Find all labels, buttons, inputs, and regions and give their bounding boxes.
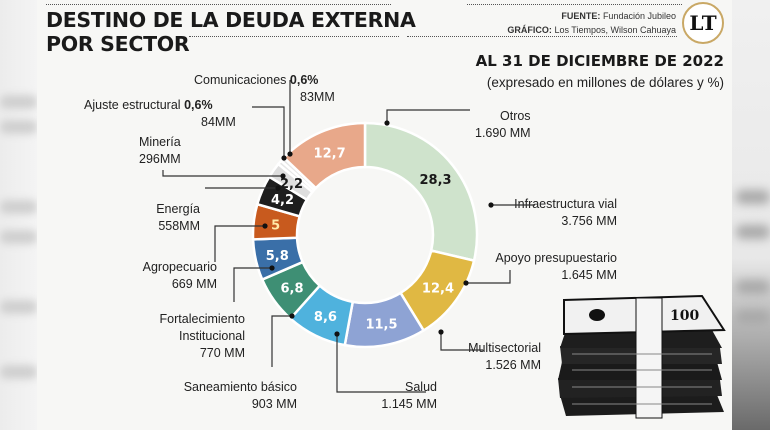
label-name: Apoyo presupuestario bbox=[495, 251, 617, 265]
leader-dot bbox=[262, 223, 268, 229]
background-blur-right bbox=[732, 0, 770, 430]
source-label: FUENTE: bbox=[561, 11, 601, 21]
slice-percent-label: 2,2 bbox=[280, 177, 303, 192]
label-name: Infraestructura vial bbox=[514, 197, 617, 211]
leader-dot bbox=[269, 265, 275, 271]
title-line-1: DESTINO DE LA DEUDA EXTERNA bbox=[46, 8, 416, 32]
label-value: 296MM bbox=[139, 152, 181, 166]
slice-percent-label: 5 bbox=[271, 218, 280, 233]
label-name: Otros bbox=[500, 109, 531, 123]
label-value: 669 MM bbox=[171, 277, 217, 291]
slice-percent-label: 5,8 bbox=[266, 249, 289, 264]
label-name: Minería bbox=[139, 135, 181, 149]
title-mid-rule bbox=[189, 36, 399, 37]
label-value: 770 MM bbox=[199, 346, 245, 360]
label-ajuste: Ajuste estructural 0,6% bbox=[84, 97, 213, 114]
label-name: Ajuste estructural bbox=[84, 98, 181, 112]
leader-dot bbox=[384, 120, 390, 126]
label-name-2: Institucional bbox=[178, 329, 245, 343]
leader-dot bbox=[280, 173, 286, 179]
label-value: 903 MM bbox=[251, 397, 297, 411]
source-top-rule bbox=[467, 4, 682, 5]
donut-slice-infraestructura-vial bbox=[363, 121, 479, 263]
leader-line bbox=[252, 106, 285, 158]
title-line-2: POR SECTOR bbox=[46, 32, 190, 56]
slice-percent-label: 8,6 bbox=[314, 310, 337, 325]
label-name-1: Fortalecimiento bbox=[159, 312, 245, 326]
label-name: Saneamiento básico bbox=[183, 380, 297, 394]
graphic-label: GRÁFICO: bbox=[507, 25, 552, 35]
leader-dot bbox=[275, 185, 281, 191]
label-mineria: Minería 296MM bbox=[139, 134, 181, 168]
leader-dot bbox=[289, 313, 295, 319]
money-stack-icon: 100 bbox=[558, 294, 726, 419]
label-value: 1.645 MM bbox=[561, 268, 617, 282]
label-name: Comunicaciones bbox=[194, 73, 287, 87]
slice-percent-label: 12,4 bbox=[422, 282, 454, 297]
slice-percent-label: 11,5 bbox=[365, 317, 397, 332]
leader-dot bbox=[488, 202, 494, 208]
source-value: Fundación Jubileo bbox=[602, 11, 676, 21]
background-blur-left bbox=[0, 0, 37, 430]
label-value: 1.690 MM bbox=[475, 126, 531, 140]
label-fortalecimiento: Fortalecimiento Institucional 770 MM bbox=[137, 311, 245, 362]
source-credits: FUENTE: Fundación Jubileo GRÁFICO: Los T… bbox=[507, 9, 676, 37]
label-pct: 0,6% bbox=[184, 98, 213, 112]
label-pct: 0,6% bbox=[289, 73, 319, 87]
leader-line bbox=[336, 334, 426, 393]
infographic-card: DESTINO DE LA DEUDA EXTERNA POR SECTOR F… bbox=[37, 0, 732, 430]
label-salud: Salud 1.145 MM bbox=[367, 379, 437, 413]
leader-line bbox=[386, 109, 470, 123]
leader-line bbox=[162, 170, 283, 177]
label-value: 1.526 MM bbox=[485, 358, 541, 372]
label-comunicaciones: Comunicaciones 0,6% bbox=[194, 72, 318, 89]
label-name: Salud bbox=[405, 380, 437, 394]
source-line: FUENTE: Fundación Jubileo bbox=[507, 9, 676, 23]
leader-dot bbox=[463, 280, 469, 286]
leader-dot bbox=[287, 151, 293, 157]
label-name: Agropecuario bbox=[142, 260, 217, 274]
leader-line bbox=[271, 315, 292, 367]
chart-subtitle: (expresado en millones de dólares y %) bbox=[486, 75, 724, 90]
label-saneamiento: Saneamiento básico 903 MM bbox=[157, 379, 297, 413]
label-name: Energía bbox=[156, 202, 200, 216]
donut-slice-otros bbox=[282, 121, 367, 190]
label-apoyo: Apoyo presupuestario 1.645 MM bbox=[467, 250, 617, 284]
leader-line bbox=[214, 225, 265, 262]
leader-line bbox=[466, 270, 511, 284]
label-ajuste-value: 84MM bbox=[201, 115, 236, 129]
label-energia: Energía 558MM bbox=[147, 201, 200, 235]
page-title: DESTINO DE LA DEUDA EXTERNA POR SECTOR bbox=[46, 8, 416, 56]
bill-denomination: 100 bbox=[670, 308, 699, 324]
graphic-value: Los Tiempos, Wilson Cahuaya bbox=[554, 25, 676, 35]
label-agropecuario: Agropecuario 669 MM bbox=[127, 259, 217, 293]
leader-line bbox=[233, 267, 272, 302]
leader-dot bbox=[438, 329, 444, 335]
slice-percent-label: 12,7 bbox=[314, 146, 346, 161]
leader-dot bbox=[281, 155, 287, 161]
slice-percent-label: 6,8 bbox=[281, 282, 304, 297]
label-name: Multisectorial bbox=[468, 341, 541, 355]
label-value: 3.756 MM bbox=[561, 214, 617, 228]
label-value: 1.145 MM bbox=[381, 397, 437, 411]
graphic-line: GRÁFICO: Los Tiempos, Wilson Cahuaya bbox=[507, 23, 676, 37]
label-infraestructura: Infraestructura vial 3.756 MM bbox=[477, 196, 617, 230]
label-multisectorial: Multisectorial 1.526 MM bbox=[437, 340, 541, 374]
money-stack-illustration: 100 bbox=[558, 294, 726, 419]
los-tiempos-logo: LT bbox=[682, 2, 724, 44]
leader-dot bbox=[334, 331, 340, 337]
label-otros: Otros 1.690 MM bbox=[475, 108, 531, 142]
chart-date: AL 31 DE DICIEMBRE DE 2022 bbox=[475, 52, 724, 70]
slice-percent-label: 4,2 bbox=[271, 193, 294, 208]
label-value: 558MM bbox=[158, 219, 200, 233]
slice-percent-label: 28,3 bbox=[420, 173, 452, 188]
source-bottom-rule bbox=[407, 36, 677, 37]
label-comunicaciones-value: 83MM bbox=[300, 90, 335, 104]
leader-line bbox=[440, 332, 483, 351]
title-top-rule bbox=[46, 4, 391, 5]
